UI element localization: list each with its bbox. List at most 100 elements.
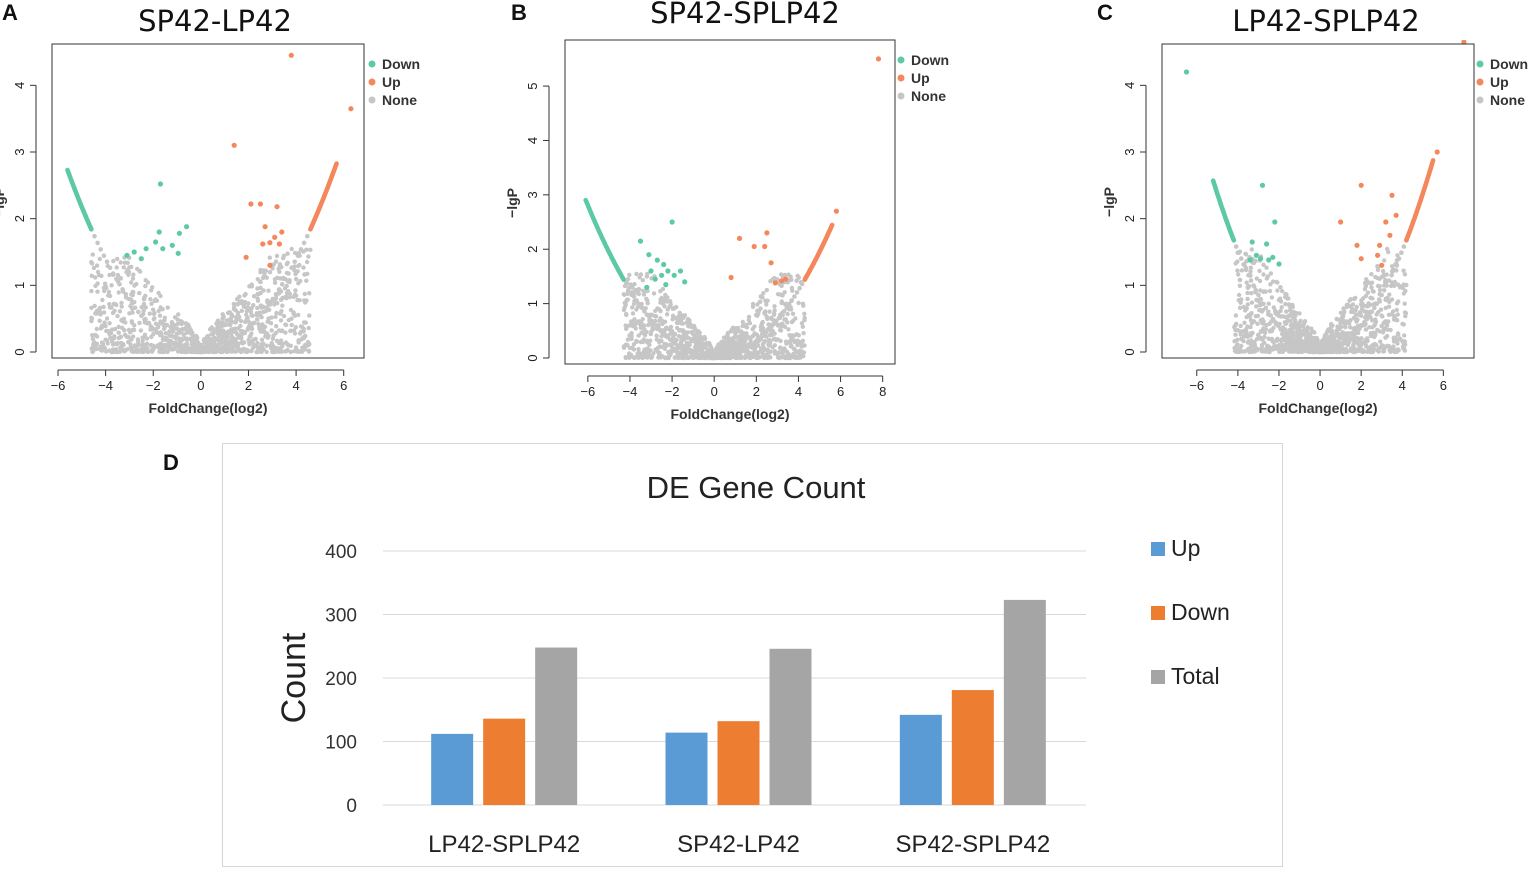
none-point <box>1375 275 1380 281</box>
legend-marker <box>1476 60 1484 68</box>
none-point <box>136 342 141 347</box>
legend-marker <box>368 60 376 68</box>
up-points <box>231 52 354 268</box>
fringe-point <box>639 305 645 311</box>
none-point <box>676 354 681 359</box>
none-point <box>1351 326 1356 331</box>
none-point <box>688 354 693 360</box>
none-point <box>209 327 214 332</box>
none-point <box>642 327 647 332</box>
none-point <box>1257 268 1262 274</box>
none-point <box>142 332 148 337</box>
none-point <box>245 315 250 320</box>
fringe-point <box>1241 262 1246 267</box>
x-axis: −6 −4 −2 0 2 4 6 FoldChange(log2) <box>51 369 347 416</box>
none-point <box>172 323 177 328</box>
none-point <box>306 254 311 259</box>
y-axis: 0 1 2 3 4 −lgP <box>0 82 37 356</box>
none-point <box>112 334 117 339</box>
none-point <box>750 301 756 307</box>
bar-down <box>951 690 994 805</box>
none-point <box>1351 342 1356 348</box>
none-point <box>785 320 790 325</box>
fringe-point <box>1268 313 1273 318</box>
fringe-point <box>1389 273 1394 278</box>
none-point <box>126 327 132 333</box>
none-point <box>253 343 258 349</box>
up-point <box>262 224 268 230</box>
none-point <box>1255 298 1260 303</box>
up-point <box>833 208 839 214</box>
none-point <box>283 322 289 328</box>
none-point <box>1249 247 1254 252</box>
x-axis-label: FoldChange(log2) <box>149 400 268 416</box>
none-point <box>305 339 311 345</box>
legend-marker <box>1476 78 1484 86</box>
none-point <box>1255 313 1261 319</box>
none-point <box>690 337 695 343</box>
none-point <box>798 355 803 360</box>
none-point <box>693 339 698 345</box>
none-point <box>118 275 123 281</box>
down-point <box>1249 239 1255 245</box>
none-point <box>1345 302 1351 307</box>
up-point <box>772 280 778 286</box>
none-point <box>287 295 292 300</box>
none-point <box>1237 283 1243 288</box>
none-point <box>768 355 773 360</box>
none-point <box>668 324 674 330</box>
none-point <box>631 301 637 306</box>
none-point <box>1401 341 1406 346</box>
none-point <box>623 355 628 361</box>
none-point <box>196 343 202 348</box>
legend-label: Up <box>1171 535 1200 561</box>
x-tick-label: 4 <box>795 384 802 399</box>
none-point <box>115 272 121 278</box>
none-point <box>308 247 313 252</box>
none-point <box>265 319 270 324</box>
y-tick-label: 3 <box>525 191 540 198</box>
none-point <box>215 327 220 332</box>
fringe-point <box>1253 288 1259 293</box>
none-point <box>97 318 102 323</box>
none-point <box>118 345 123 350</box>
x-tick-label: −2 <box>146 378 161 393</box>
none-point <box>158 341 164 346</box>
none-point <box>1372 322 1378 327</box>
none-point <box>190 334 196 340</box>
none-point <box>1251 260 1257 266</box>
none-point <box>156 308 161 314</box>
none-point <box>271 262 276 267</box>
none-point <box>680 313 686 318</box>
none-point <box>686 323 691 329</box>
none-point <box>625 342 630 348</box>
up-point <box>243 254 249 260</box>
none-point <box>1380 330 1386 335</box>
fringe-point <box>792 294 797 299</box>
none-point <box>652 313 658 319</box>
none-point <box>1284 315 1290 320</box>
none-point <box>189 342 195 347</box>
none-point <box>273 330 279 336</box>
none-point <box>1391 335 1396 340</box>
fringe-point <box>771 321 776 327</box>
none-point <box>283 294 289 299</box>
none-point <box>238 318 244 324</box>
plot-area <box>583 56 882 361</box>
none-point <box>1271 346 1276 351</box>
none-point <box>159 345 164 350</box>
y-axis: 0 1 2 3 4 5 −lgP <box>505 82 550 362</box>
none-point <box>621 307 627 313</box>
legend-marker <box>1151 670 1165 684</box>
none-point <box>799 321 805 326</box>
none-point <box>89 273 95 278</box>
none-point <box>772 349 777 354</box>
none-point <box>629 336 634 342</box>
none-point <box>176 312 181 317</box>
legend-marker <box>897 92 905 100</box>
none-point <box>636 333 641 338</box>
none-point <box>634 338 639 344</box>
none-point <box>1345 331 1351 336</box>
panel-title-c: LP42-SPLP42 <box>1232 4 1420 38</box>
none-point <box>173 334 178 339</box>
